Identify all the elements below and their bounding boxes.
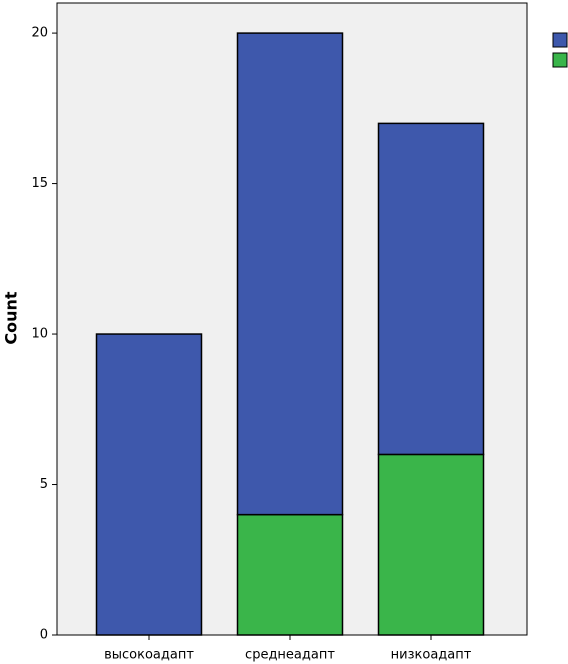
y-axis-label: Count xyxy=(2,291,21,345)
bar-segment xyxy=(236,32,344,516)
y-tick-label: 20 xyxy=(31,26,48,41)
bar-segment xyxy=(377,453,485,636)
y-tick-label: 0 xyxy=(40,628,48,643)
bar-segment xyxy=(236,513,344,636)
legend-swatch xyxy=(552,32,568,48)
x-tick-label: низкоадапт xyxy=(391,648,472,663)
bar-segment xyxy=(95,333,203,636)
bar-segment xyxy=(377,122,485,456)
y-tick-label: 10 xyxy=(31,327,48,342)
x-tick-label: высокоадапт xyxy=(104,648,194,663)
y-tick-label: 15 xyxy=(31,176,48,191)
legend-swatch xyxy=(552,52,568,68)
x-tick-label: среднеадапт xyxy=(245,648,335,663)
y-tick-label: 5 xyxy=(40,477,48,492)
